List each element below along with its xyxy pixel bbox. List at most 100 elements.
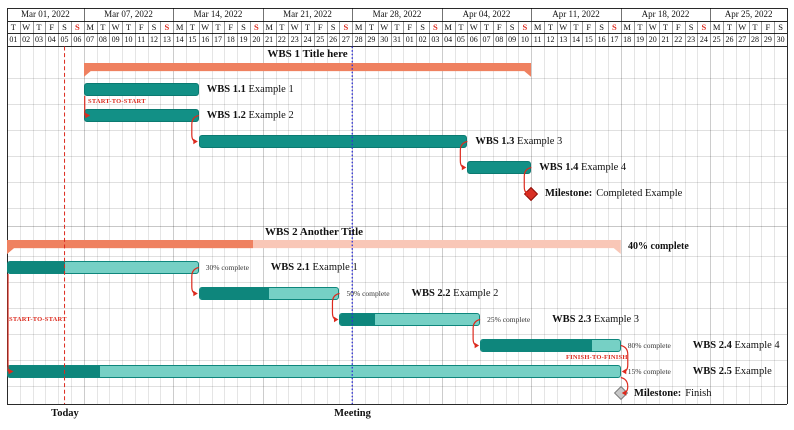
grid-frame-vertical (7, 8, 8, 404)
grid-line-horizontal (7, 21, 787, 22)
grid-line-vertical (735, 46, 737, 404)
grid-line-vertical (416, 46, 418, 404)
day-letter: T (279, 22, 285, 32)
grid-line-vertical (684, 46, 686, 404)
day-number: 29 (763, 35, 772, 44)
milestone-diamond-gray (613, 385, 628, 401)
day-header-line (492, 21, 494, 46)
grid-line-vertical (620, 46, 622, 404)
day-letter: S (778, 22, 783, 32)
grid-line-vertical (288, 46, 290, 404)
week-header: Apr 18, 2022 (641, 9, 690, 19)
grid-line-vertical (262, 46, 264, 404)
day-letter: S (701, 22, 707, 32)
day-number: 13 (559, 35, 568, 44)
day-number: 01 (9, 35, 18, 44)
grid-line-vertical (569, 46, 571, 404)
day-header-line (352, 21, 354, 46)
day-number: 19 (239, 35, 248, 44)
grid-line-vertical (403, 46, 405, 404)
grid-line-vertical (531, 46, 533, 404)
day-number: 21 (661, 35, 670, 44)
grid-line-vertical (761, 46, 763, 404)
day-header-line (569, 21, 571, 46)
day-letter: S (330, 22, 336, 32)
grid-line-vertical (237, 46, 239, 404)
week-boundary-line (620, 8, 622, 21)
day-number: 31 (392, 35, 401, 44)
task-bar-wbs-1-2 (83, 109, 199, 122)
progress-label-wbs-2-4: 80% complete (627, 341, 671, 350)
task-bar-wbs-2-5 (7, 365, 621, 378)
grid-line-vertical (454, 46, 456, 404)
grid-line-vertical (186, 46, 188, 404)
task-label-wbs-2-1: WBS 2.1 Example 1 (270, 262, 358, 273)
day-letter: S (74, 22, 80, 32)
day-letter: T (368, 22, 375, 32)
day-header-line (275, 21, 277, 46)
day-number: 17 (213, 35, 222, 44)
day-header-line (748, 21, 750, 46)
day-header-line (109, 21, 111, 46)
start-to-start-label-2: START-TO-START (9, 316, 67, 323)
task-bar-wbs-1-4 (467, 161, 532, 174)
day-letter: M (533, 22, 542, 32)
grid-line-vertical (492, 46, 494, 404)
task-progress-fill (8, 262, 65, 273)
day-letter: T (125, 22, 132, 32)
day-number: 09 (508, 35, 517, 44)
day-header-line (147, 21, 149, 46)
group-bar-wbs-1 (84, 63, 532, 77)
day-letter: T (547, 22, 554, 32)
grid-line-vertical (518, 46, 520, 404)
day-number: 28 (751, 35, 760, 44)
day-header-line (441, 21, 443, 46)
day-number: 06 (73, 35, 82, 44)
day-letter: W (111, 22, 120, 32)
day-header-line (505, 21, 507, 46)
day-letter: M (265, 22, 273, 32)
day-header-line (607, 21, 609, 46)
day-letter: T (637, 22, 643, 32)
day-number: 01 (405, 35, 414, 44)
day-number: 24 (303, 35, 312, 44)
row-line (7, 129, 787, 131)
day-header-line (556, 21, 558, 46)
day-number: 16 (597, 35, 606, 44)
day-letter: S (164, 22, 170, 32)
day-letter: S (688, 22, 694, 32)
day-letter: W (559, 22, 568, 32)
day-header-line (288, 21, 290, 46)
day-letter: F (317, 22, 323, 32)
grid-line-vertical (365, 46, 367, 404)
grid-line-vertical (441, 46, 443, 404)
row-line (7, 281, 787, 283)
day-letter: F (138, 22, 144, 32)
day-letter: S (522, 22, 528, 32)
day-letter: S (509, 22, 515, 32)
week-boundary-line (352, 8, 354, 21)
day-header-line (70, 21, 72, 46)
grid-line-vertical (198, 46, 200, 404)
day-letter: M (175, 22, 184, 32)
grid-line-vertical (313, 46, 315, 404)
day-header-line (58, 21, 60, 46)
grid-line-vertical (352, 46, 354, 404)
day-header-line (237, 21, 239, 46)
day-letter: T (458, 22, 464, 32)
day-letter: F (407, 22, 413, 32)
day-number: 10 (520, 35, 529, 44)
day-header-line (186, 21, 188, 46)
group-progress-label: 40% complete (628, 241, 689, 252)
task-label-wbs-1-1: WBS 1.1 Example 1 (206, 84, 294, 95)
week-boundary-line (262, 8, 264, 21)
grid-line-vertical (45, 46, 47, 404)
day-header-line (83, 21, 85, 46)
day-number: 22 (277, 35, 286, 44)
task-progress-fill (340, 314, 376, 325)
day-number: 23 (290, 35, 299, 44)
grid-line-vertical (748, 46, 750, 404)
grid-line-vertical (147, 46, 149, 404)
row-line (7, 181, 787, 183)
